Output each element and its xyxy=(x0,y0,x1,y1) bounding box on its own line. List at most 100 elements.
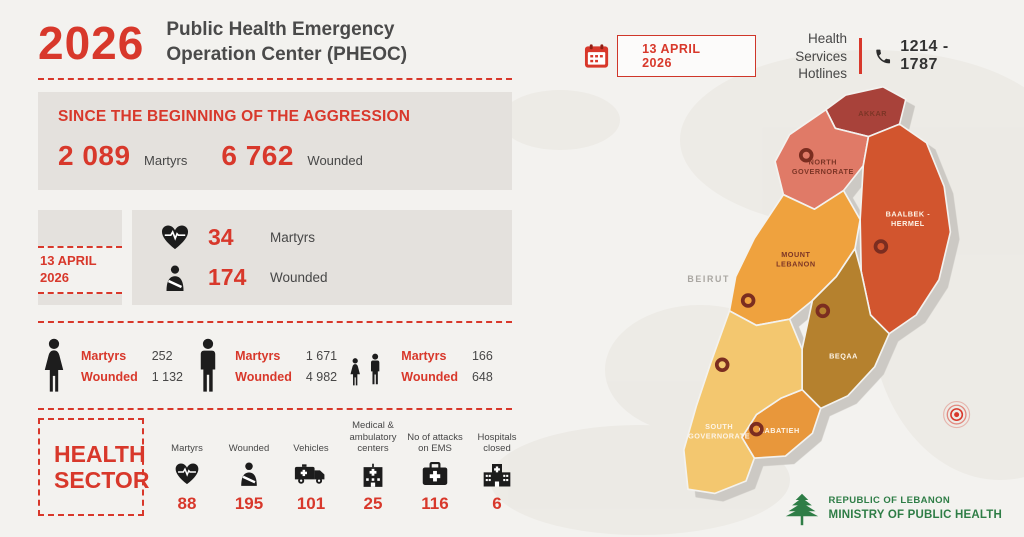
pulse-target-icon xyxy=(943,401,971,429)
health-stat-vehicles: Vehicles 101 xyxy=(293,442,329,513)
health-stat-martyrs: Martyrs 88 xyxy=(171,442,203,513)
region-label-south-1: SOUTH xyxy=(705,422,733,431)
wounded-person-icon xyxy=(240,462,258,486)
stats-panel: 2026 Public Health Emergency Operation C… xyxy=(38,16,517,516)
region-beqaa xyxy=(801,247,891,410)
women-stats: Martyrs 252 Wounded 1 132 xyxy=(40,338,190,394)
man-icon xyxy=(200,338,216,392)
children-icon xyxy=(350,353,380,386)
hotline-numbers: 1214 - 1787 xyxy=(900,38,949,74)
strike-marker-icon xyxy=(714,357,730,373)
children-martyrs-value: 166 xyxy=(471,348,493,363)
dashed-divider xyxy=(38,408,512,410)
daily-martyrs-value: 34 xyxy=(208,224,234,250)
year: 2026 xyxy=(38,17,145,69)
page-title: Public Health Emergency Operation Center… xyxy=(166,18,407,67)
health-stat-ems-attacks: No of attacks on EMS 116 xyxy=(407,431,463,513)
title-line2: Operation Center (PHEOC) xyxy=(166,44,408,65)
daily-martyrs-label: Martyrs xyxy=(270,230,315,245)
men-stats: Martyrs 1 671 Wounded 4 982 xyxy=(194,338,344,394)
health-stat-wounded: Wounded 195 xyxy=(228,442,270,513)
lebanon-map: AKKAR NORTH GOVERNORATE BAALBEK - HERMEL… xyxy=(616,64,984,510)
health-stat-hospitals-closed: Hospitals closed xyxy=(477,431,517,513)
daily-date-line2: 2026 xyxy=(40,269,69,285)
cumulative-stats: 2 089 Martyrs 6 762 Wounded xyxy=(58,140,492,172)
children-wounded-value: 648 xyxy=(471,369,493,384)
cumulative-wounded-value: 6 762 xyxy=(221,140,294,171)
cumulative-martyrs: 2 089 Martyrs xyxy=(58,140,187,172)
region-labels: AKKAR NORTH GOVERNORATE BAALBEK - HERMEL… xyxy=(687,109,931,441)
region-label-baalbek-1: BAALBEK - xyxy=(886,209,931,218)
dashed-divider xyxy=(38,78,512,80)
daily-wounded-label: Wounded xyxy=(270,270,328,285)
daily-martyrs: 34 Martyrs xyxy=(158,224,486,251)
children-wounded-label: Wounded xyxy=(401,369,458,384)
ambulance-icon xyxy=(294,464,325,484)
cumulative-stats-box: SINCE THE BEGINNING OF THE AGGRESSION 2 … xyxy=(38,92,512,190)
top-bar: 13 APRIL 2026 Health Services Hotlines 1… xyxy=(584,30,988,83)
hotline-label: Health Services Hotlines xyxy=(795,31,848,82)
health-sector-title: HEALTH SECTOR xyxy=(38,418,150,516)
phone-icon xyxy=(876,49,890,64)
region-label-akkar: AKKAR xyxy=(858,109,887,118)
lebanon-regions xyxy=(683,85,952,495)
strike-marker-icon xyxy=(740,293,756,308)
children-stats: Martyrs 166 Wounded 648 xyxy=(348,338,510,394)
daily-date: 13 APRIL 2026 xyxy=(38,246,122,294)
cumulative-wounded: 6 762 Wounded xyxy=(221,140,362,172)
beirut-label: BEIRUT xyxy=(687,274,730,284)
health-sector-stats: Martyrs 88 Wounded 195 Vehicles xyxy=(156,418,528,516)
date-badge: 13 APRIL 2026 xyxy=(617,35,756,78)
women-martyrs-value: 252 xyxy=(151,348,173,363)
heart-pulse-icon xyxy=(161,224,189,250)
health-title-line1: HEALTH xyxy=(54,440,146,467)
women-martyrs-label: Martyrs xyxy=(81,348,127,363)
title-line1: Public Health Emergency xyxy=(166,19,395,41)
date-column-block xyxy=(38,210,122,246)
daily-wounded-value: 174 xyxy=(208,264,247,290)
calendar-icon xyxy=(584,44,609,68)
ministry-logo: REPUBLIC OF LEBANON MINISTRY OF PUBLIC H… xyxy=(784,491,1002,527)
dashed-divider xyxy=(38,321,512,323)
wounded-person-icon xyxy=(165,264,185,291)
cumulative-martyrs-label: Martyrs xyxy=(144,153,188,168)
health-title-line2: SECTOR xyxy=(54,467,150,493)
region-label-nabatieh: NABATIEH xyxy=(759,426,800,435)
strike-marker-icon xyxy=(749,421,764,437)
strike-marker-icon xyxy=(873,239,889,254)
children-martyrs-label: Martyrs xyxy=(401,348,447,363)
daily-wounded: 174 Wounded xyxy=(158,264,486,291)
heart-pulse-icon xyxy=(174,462,200,485)
lebanon-map-svg: AKKAR NORTH GOVERNORATE BAALBEK - HERMEL… xyxy=(683,85,971,495)
region-label-baalbek-2: HERMEL xyxy=(891,219,925,228)
strike-markers xyxy=(714,148,889,437)
header: 2026 Public Health Emergency Operation C… xyxy=(38,16,512,70)
region-label-mount-2: LEBANON xyxy=(776,259,815,268)
men-wounded-value: 4 982 xyxy=(305,369,338,384)
men-martyrs-label: Martyrs xyxy=(235,348,281,363)
health-stat-medical-centers: Medical & ambulatory centers xyxy=(349,420,397,513)
region-label-mount-1: MOUNT xyxy=(781,250,810,259)
region-label-south-2: GOVERNORATE xyxy=(688,431,750,440)
strike-marker-icon xyxy=(815,303,831,319)
first-aid-kit-icon xyxy=(422,462,448,485)
region-baalbek-hermel xyxy=(859,123,952,335)
region-south-governorate xyxy=(683,310,803,495)
cumulative-wounded-label: Wounded xyxy=(307,153,363,168)
ministry-logo-text: REPUBLIC OF LEBANON MINISTRY OF PUBLIC H… xyxy=(829,495,1002,522)
strike-marker-icon xyxy=(798,148,814,163)
daily-date-column: 13 APRIL 2026 xyxy=(38,210,122,305)
region-label-north-1: NORTH xyxy=(809,158,837,167)
woman-icon xyxy=(44,338,64,392)
hospital-icon xyxy=(483,464,511,487)
women-wounded-label: Wounded xyxy=(81,369,138,384)
medical-center-icon xyxy=(363,463,383,487)
daily-stats-box: 34 Martyrs 174 Wounded xyxy=(132,210,512,305)
daily-date-line1: 13 APRIL xyxy=(40,253,97,268)
cedar-tree-icon xyxy=(785,493,818,526)
cumulative-martyrs-value: 2 089 xyxy=(58,140,131,171)
health-sector-row: HEALTH SECTOR Martyrs 88 Wounded 195 xyxy=(38,418,517,516)
date-column-block xyxy=(38,293,122,305)
vertical-divider xyxy=(859,38,862,75)
